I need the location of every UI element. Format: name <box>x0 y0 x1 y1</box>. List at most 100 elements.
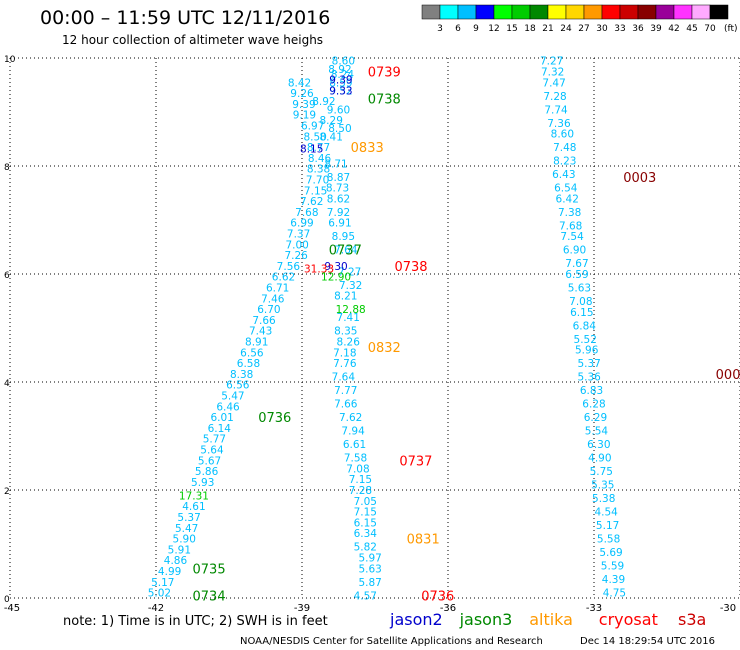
swh-value-label: 5.47 <box>175 523 198 535</box>
pass-time-label: 0833 <box>351 141 384 156</box>
plot-grid: -45 -42 -39 -36 -33 -30 0 2 4 6 8 10 <box>4 55 740 614</box>
swh-value-label: 6.83 <box>580 385 603 397</box>
swh-value-label: 7.08 <box>346 463 369 475</box>
swh-value-label: 5.52 <box>574 334 597 346</box>
swh-value-label: 6.28 <box>582 399 605 411</box>
swh-value-label: 9.39 <box>329 75 352 87</box>
swh-value-label: 5.47 <box>221 391 244 403</box>
swh-value-label: 6.91 <box>328 218 351 230</box>
swh-value-label: 5.97 <box>358 553 381 565</box>
swh-value-label: 8.23 <box>553 156 576 168</box>
legend-swatch <box>673 4 693 20</box>
swh-value-label: 8.38 <box>307 164 330 176</box>
swh-value-label: 7.37 <box>287 229 310 241</box>
swh-value-label: 5.17 <box>151 577 174 589</box>
y-tick-label: 6 <box>4 271 10 281</box>
legend-swatch <box>475 4 495 20</box>
swh-value-label: 6.14 <box>208 423 232 435</box>
swh-value-label: 4.54 <box>594 507 618 519</box>
swh-value-label: 8.38 <box>230 369 253 381</box>
legend-label: 45 <box>686 24 697 34</box>
legend-swatch <box>529 4 549 20</box>
swh-value-label: 7.70 <box>306 175 329 187</box>
swh-value-label: 5.87 <box>358 577 381 589</box>
swh-value-label: 7.92 <box>327 207 350 219</box>
swh-value-label: 5.54 <box>585 426 609 438</box>
swh-value-label: 6.97 <box>301 121 324 133</box>
swh-value-label: 4.61 <box>182 501 205 513</box>
swh-value-label: 7.68 <box>295 207 318 219</box>
swh-value-label: 5.82 <box>354 542 377 554</box>
legend-swatch <box>565 4 585 20</box>
legend-label: 15 <box>506 24 517 34</box>
swh-value-label: 7.28 <box>349 485 372 497</box>
swh-value-label: 7.56 <box>277 261 301 273</box>
swh-value-label: 5.02 <box>148 588 171 600</box>
swh-value-label: 6.62 <box>272 272 295 284</box>
swh-value-label: 7.54 <box>560 231 584 243</box>
swh-value-label: 7.94 <box>341 426 365 438</box>
swh-value-label: 9.26 <box>290 88 314 100</box>
swh-value-label: 7.67 <box>565 258 588 270</box>
swh-value-label: 7.62 <box>300 196 323 208</box>
swh-value-label: 5.36 <box>577 372 601 384</box>
swh-value-label: 9.30 <box>324 261 347 273</box>
legend-label: 3 <box>437 24 443 34</box>
pass-time-label: 0738 <box>394 260 427 275</box>
swh-value-label: 6.15 <box>354 517 377 529</box>
swh-value-label: 6.54 <box>554 183 578 195</box>
swh-value-label: 9.33 <box>329 85 352 97</box>
swh-value-label: 5.96 <box>575 345 599 357</box>
swh-value-label: 7.15 <box>354 507 377 519</box>
legend-label: 33 <box>614 24 625 34</box>
legend-swatch <box>691 4 711 20</box>
swh-value-label: 7.77 <box>334 385 357 397</box>
legend-label: 70 <box>704 24 716 34</box>
swh-value-label: 7.15 <box>304 185 327 197</box>
swh-value-label: 8.87 <box>327 172 350 184</box>
satellite-name: cryosat <box>599 610 658 629</box>
pass-time-label: 0737 <box>399 454 432 469</box>
swh-value-label: 7.64 <box>334 245 358 257</box>
swh-value-label: 8.21 <box>334 291 357 303</box>
swh-value-label: 7.43 <box>249 326 272 338</box>
legend-swatch <box>709 4 729 20</box>
swh-value-label: 8.71 <box>324 158 347 170</box>
legend-swatch <box>421 4 441 20</box>
swh-value-label: 6.70 <box>257 304 280 316</box>
swh-value-label: 4.90 <box>588 453 611 465</box>
legend-swatch <box>637 4 657 20</box>
swh-value-label: 7.28 <box>543 91 566 103</box>
pass-time-label: 0738 <box>368 93 401 108</box>
legend-label: 18 <box>524 24 536 34</box>
swh-value-label: 4.57 <box>354 590 377 602</box>
swh-value-label: 6.43 <box>552 169 575 181</box>
legend-swatch <box>601 4 621 20</box>
y-tick-label: 10 <box>4 55 16 65</box>
swh-value-label: 9.39 <box>292 99 315 111</box>
footer-timestamp: Dec 14 18:29:54 UTC 2016 <box>580 636 715 647</box>
swh-value-label: 6.30 <box>587 439 610 451</box>
x-tick-label: -45 <box>4 603 20 614</box>
swh-value-label: 8.59 <box>329 77 352 89</box>
footer-credit: NOAA/NESDIS Center for Satellite Applica… <box>240 636 543 647</box>
swh-value-label: 8.60 <box>551 129 574 141</box>
legend-swatch <box>583 4 603 20</box>
swh-value-label: 5.90 <box>173 534 196 546</box>
chart-subtitle: 12 hour collection of altimeter wave hei… <box>62 33 323 47</box>
legend-label: 9 <box>473 24 479 34</box>
swh-value-label: 8.42 <box>288 77 311 89</box>
swh-value-label: 9.52 <box>329 85 352 97</box>
swh-value-label: 6.34 <box>354 528 378 540</box>
swh-value-label: 8.41 <box>320 131 343 143</box>
swh-value-label: 6.99 <box>290 218 313 230</box>
y-tick-label: 2 <box>4 487 10 497</box>
swh-value-label: 8.35 <box>334 326 357 338</box>
swh-value-label: 7.00 <box>285 239 308 251</box>
swh-value-label: 6.46 <box>216 401 240 413</box>
swh-value-label: 7.15 <box>349 474 372 486</box>
satellite-name: jason2 <box>389 610 443 629</box>
time-labels: 0739 0738 0738 0737 0833 0832 0736 0737 0831 0735… <box>193 66 740 605</box>
swh-value-label: 8.77 <box>307 142 330 154</box>
